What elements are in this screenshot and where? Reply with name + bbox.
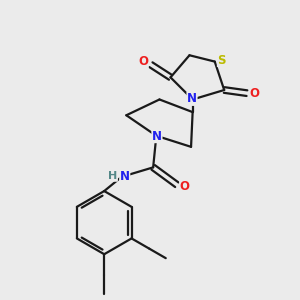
Text: O: O bbox=[138, 55, 148, 68]
Text: H: H bbox=[108, 171, 117, 181]
Text: S: S bbox=[218, 53, 226, 67]
Text: O: O bbox=[250, 87, 260, 100]
Text: N: N bbox=[152, 130, 162, 142]
Text: O: O bbox=[180, 180, 190, 193]
Text: N: N bbox=[120, 170, 130, 183]
Text: N: N bbox=[187, 92, 197, 105]
